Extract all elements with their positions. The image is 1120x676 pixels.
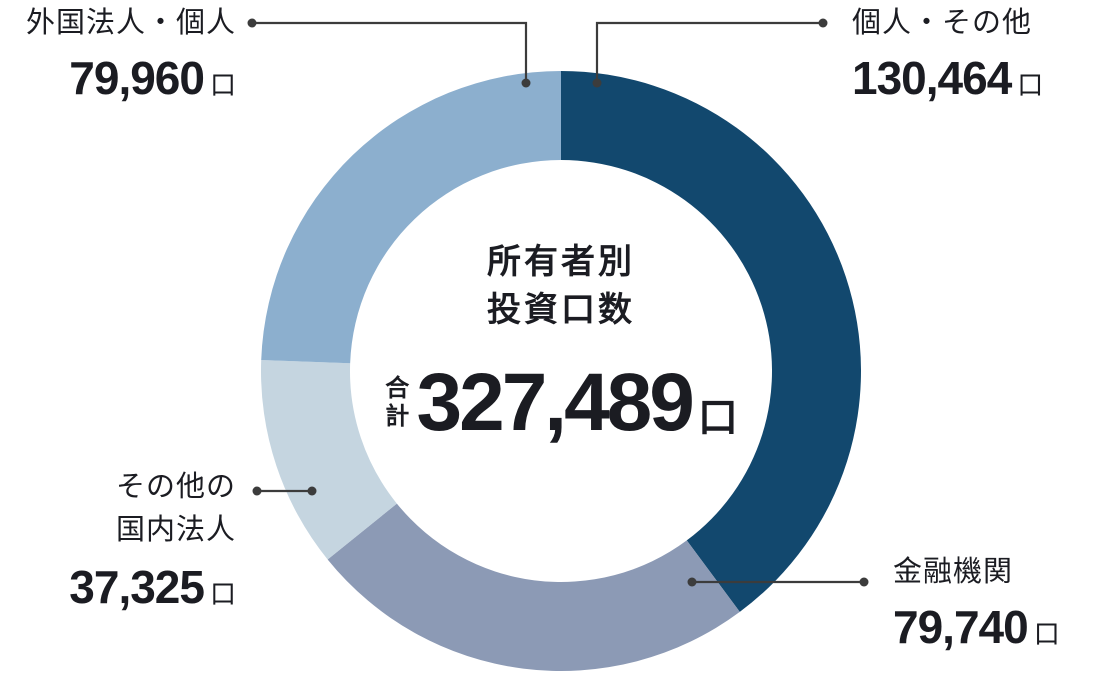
callout-name-line-1: その他の <box>115 471 236 503</box>
total-unit: 口 <box>697 396 738 440</box>
callout-unit: 口 <box>1017 70 1044 100</box>
leader-dot-individuals-other-segment <box>592 78 602 88</box>
leader-line-individuals-other <box>595 21 823 83</box>
donut-segment-financial-institutions <box>327 503 740 671</box>
donut-segment-foreign-corporations-individuals <box>261 71 561 364</box>
total-label: 合計 <box>385 374 410 430</box>
callout-name: 外国法人・個人 <box>25 7 236 39</box>
callout-value: 79,960 <box>69 52 205 104</box>
callout-value: 130,464 <box>852 52 1012 104</box>
callout-name-line-2: 国内法人 <box>115 514 236 546</box>
leader-dot-individuals-other-label <box>818 18 828 28</box>
leader-line-foreign-corporations-individuals <box>252 21 528 83</box>
donut-segment-individuals-other <box>561 71 861 612</box>
leader-dot-other-domestic-corporations-segment <box>307 486 317 496</box>
donut-center-label: 所有者別 投資口数 合計 327,489 口 <box>361 238 761 444</box>
leader-dot-foreign-corporations-individuals-segment <box>521 78 531 88</box>
callout-foreign-corporations-individuals: 外国法人・個人 79,960 口 <box>14 2 236 102</box>
callout-unit: 口 <box>209 579 236 609</box>
callout-name: 個人・その他 <box>852 7 1033 39</box>
callout-value: 37,325 <box>69 561 205 613</box>
callout-unit: 口 <box>1033 619 1060 649</box>
total-value: 327,489 <box>416 357 694 448</box>
leader-dot-foreign-corporations-individuals-label <box>247 18 257 28</box>
callout-name: 金融機関 <box>893 556 1014 588</box>
leader-dot-other-domestic-corporations-label <box>252 486 262 496</box>
callout-value-row: 37,325 口 <box>14 564 236 611</box>
callout-value-row: 130,464 口 <box>852 55 1044 102</box>
callout-financial-institutions: 金融機関 79,740 口 <box>893 551 1060 651</box>
donut-segment-other-domestic-corporations <box>260 360 397 560</box>
callout-other-domestic-corporations: その他の 国内法人 37,325 口 <box>14 466 236 611</box>
callout-value-row: 79,740 口 <box>893 604 1060 651</box>
leader-dot-financial-institutions-segment <box>687 577 697 587</box>
callout-unit: 口 <box>209 70 236 100</box>
callout-value-row: 79,960 口 <box>14 55 236 102</box>
chart-title-line-1: 所有者別 <box>487 243 635 281</box>
callout-value: 79,740 <box>893 601 1029 653</box>
chart-title-line-2: 投資口数 <box>487 291 635 329</box>
callout-individuals-other: 個人・その他 130,464 口 <box>852 2 1043 102</box>
leader-dot-financial-institutions-label <box>859 577 869 587</box>
total-row: 合計 327,489 口 <box>361 362 761 444</box>
